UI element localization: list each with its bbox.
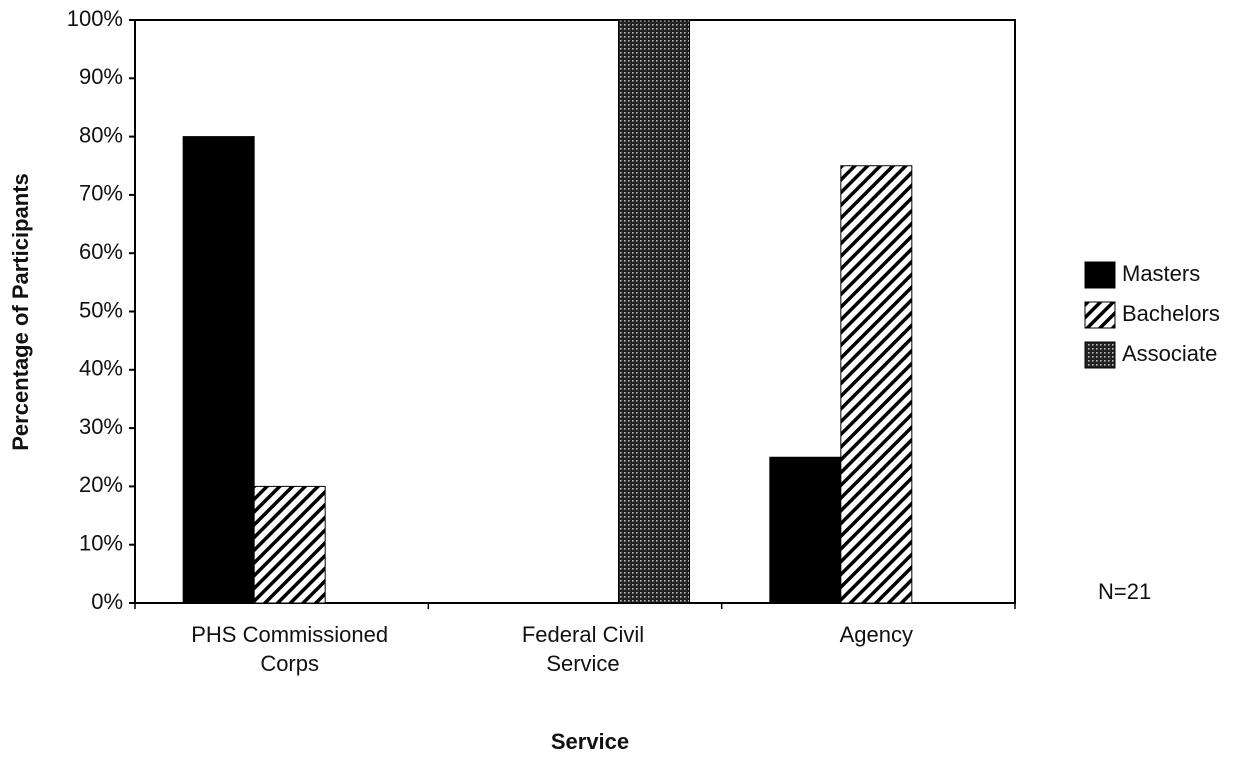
y-tick-label: 40%	[79, 356, 123, 381]
y-tick-label: 100%	[67, 6, 123, 31]
y-tick-label: 50%	[79, 297, 123, 322]
x-tick-label: PHS Commissioned Corps	[191, 622, 389, 676]
annotation: N=21	[1098, 579, 1151, 604]
bar	[840, 165, 913, 604]
bar	[253, 485, 326, 604]
legend-label: Bachelors	[1122, 301, 1220, 326]
y-tick-label: 90%	[79, 64, 123, 89]
x-tick-label: Agency	[839, 622, 914, 647]
x-axis-label: Service	[551, 729, 629, 754]
legend-swatch	[1084, 261, 1116, 289]
bar	[182, 136, 255, 604]
y-tick-label: 10%	[79, 531, 123, 556]
y-tick-label: 20%	[79, 472, 123, 497]
legend-label: Masters	[1122, 261, 1200, 286]
y-tick-label: 80%	[79, 122, 123, 147]
legend-label: Associate	[1122, 341, 1217, 366]
y-tick-label: 60%	[79, 239, 123, 264]
y-tick-label: 70%	[79, 181, 123, 206]
legend-swatch	[1084, 341, 1116, 369]
bar	[769, 456, 842, 604]
bar	[618, 19, 690, 604]
y-tick-label: 0%	[91, 589, 123, 614]
x-tick-label: Federal Civil Service	[521, 622, 645, 676]
y-tick-label: 30%	[79, 414, 123, 439]
legend-swatch	[1084, 301, 1116, 329]
y-axis-label: Percentage of Participants	[8, 173, 33, 451]
